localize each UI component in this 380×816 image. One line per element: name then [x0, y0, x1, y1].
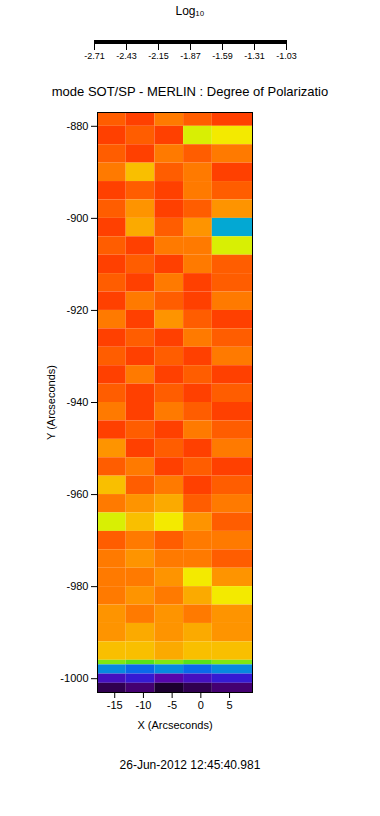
- html-text:Log₁₀: Log₁₀: [175, 4, 205, 18]
- svg-text:X (Arcseconds): X (Arcseconds): [137, 719, 212, 731]
- svg-text:-940: -940: [66, 396, 88, 408]
- svg-text:-1.87: -1.87: [180, 51, 201, 61]
- svg-text:-2.43: -2.43: [116, 51, 137, 61]
- svg-text:0: 0: [198, 699, 204, 711]
- svg-text:-900: -900: [66, 212, 88, 224]
- svg-text:-1.59: -1.59: [212, 51, 233, 61]
- svg-text:-1.31: -1.31: [244, 51, 265, 61]
- svg-text:-1000: -1000: [60, 672, 88, 684]
- svg-text:-2.71: -2.71: [84, 51, 105, 61]
- svg-text:-980: -980: [66, 580, 88, 592]
- svg-text:-10: -10: [135, 699, 151, 711]
- svg-text:-1.03: -1.03: [276, 51, 297, 61]
- svg-text:Y (Arcseconds): Y (Arcseconds): [45, 365, 57, 440]
- svg-text:5: 5: [226, 699, 232, 711]
- svg-text:-15: -15: [107, 699, 123, 711]
- svg-text:-920: -920: [66, 304, 88, 316]
- svg-text:-880: -880: [66, 120, 88, 132]
- svg-text:-2.15: -2.15: [148, 51, 169, 61]
- svg-text:-960: -960: [66, 488, 88, 500]
- svg-text:-5: -5: [167, 699, 177, 711]
- html-text:26-Jun-2012 12:45:40.981: 26-Jun-2012 12:45:40.981: [119, 758, 261, 772]
- html-text:mode SOT/SP - MERLIN : Degree: mode SOT/SP - MERLIN : Degree of Polariz…: [51, 84, 329, 99]
